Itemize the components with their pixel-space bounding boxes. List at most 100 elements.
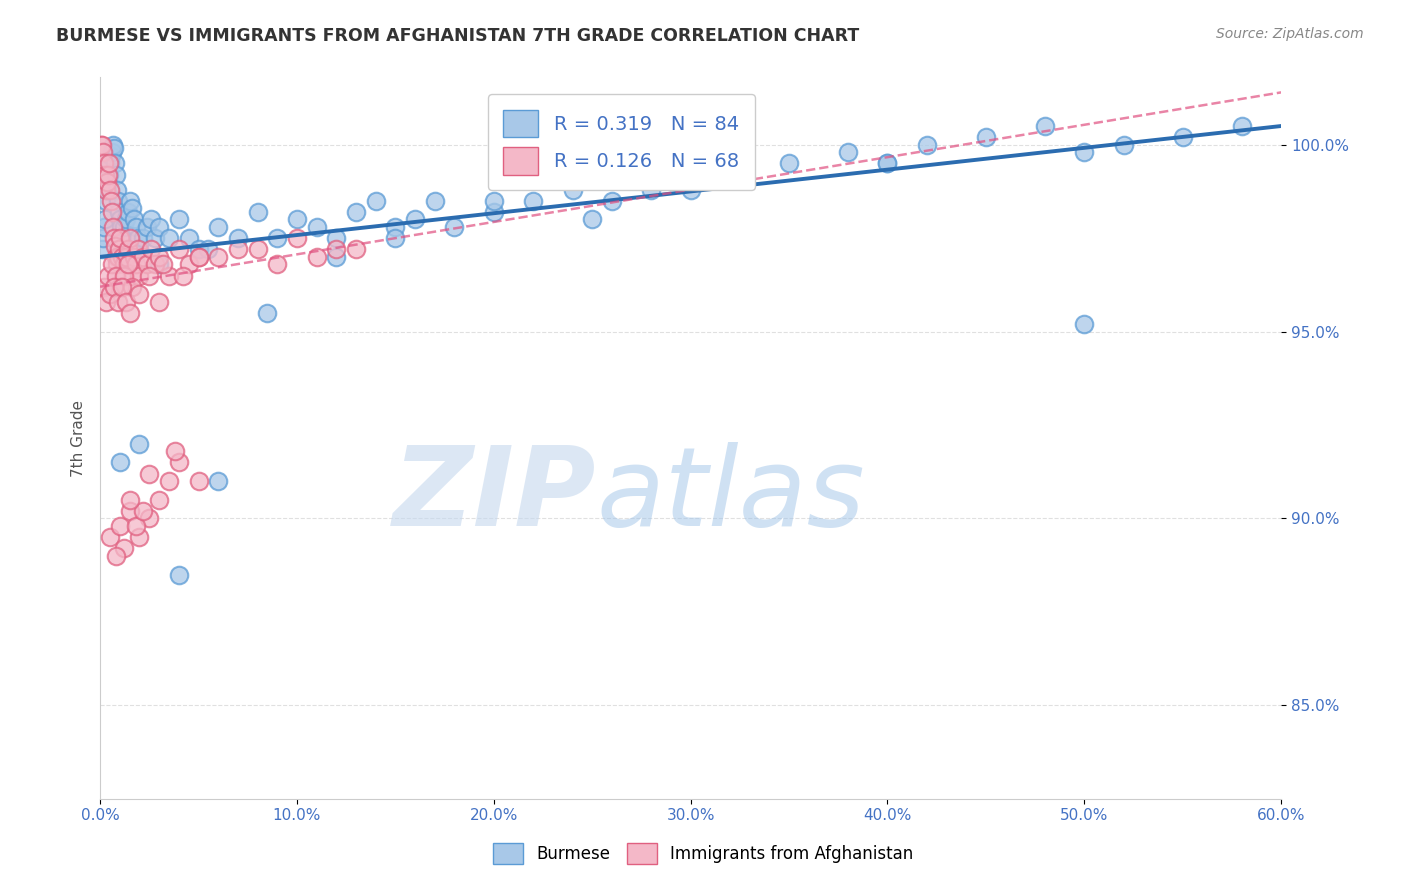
- Point: [561, 183, 583, 197]
- Point: [117, 257, 139, 271]
- Point: [152, 257, 174, 271]
- Point: [96, 175, 118, 189]
- Point: [101, 205, 124, 219]
- Point: [101, 257, 124, 271]
- Point: [93, 156, 115, 170]
- Point: [187, 250, 209, 264]
- Point: [197, 243, 219, 257]
- Point: [285, 231, 308, 245]
- Point: [91, 231, 114, 245]
- Point: [1112, 137, 1135, 152]
- Point: [325, 231, 347, 245]
- Point: [117, 205, 139, 219]
- Point: [132, 504, 155, 518]
- Point: [138, 467, 160, 481]
- Point: [172, 268, 194, 283]
- Point: [121, 279, 143, 293]
- Point: [114, 294, 136, 309]
- Point: [110, 219, 132, 234]
- Point: [96, 183, 118, 197]
- Point: [118, 194, 141, 208]
- Point: [163, 444, 186, 458]
- Text: ZIP: ZIP: [392, 442, 596, 549]
- Point: [124, 519, 146, 533]
- Point: [148, 219, 170, 234]
- Point: [325, 250, 347, 264]
- Point: [266, 231, 288, 245]
- Point: [157, 268, 180, 283]
- Point: [167, 243, 190, 257]
- Point: [876, 156, 898, 170]
- Point: [94, 294, 117, 309]
- Point: [974, 130, 997, 145]
- Point: [104, 168, 127, 182]
- Point: [138, 268, 160, 283]
- Point: [118, 306, 141, 320]
- Point: [600, 194, 623, 208]
- Point: [100, 149, 122, 163]
- Point: [108, 231, 131, 245]
- Point: [108, 243, 131, 257]
- Point: [124, 219, 146, 234]
- Point: [344, 243, 367, 257]
- Point: [122, 212, 145, 227]
- Point: [157, 231, 180, 245]
- Point: [132, 250, 155, 264]
- Point: [121, 201, 143, 215]
- Point: [91, 137, 114, 152]
- Text: atlas: atlas: [596, 442, 865, 549]
- Point: [143, 257, 166, 271]
- Point: [127, 231, 149, 245]
- Point: [1230, 119, 1253, 133]
- Point: [127, 243, 149, 257]
- Point: [207, 474, 229, 488]
- Point: [124, 257, 146, 271]
- Point: [141, 243, 163, 257]
- Point: [118, 504, 141, 518]
- Point: [285, 212, 308, 227]
- Point: [97, 175, 120, 189]
- Legend: R = 0.319   N = 84, R = 0.126   N = 68: R = 0.319 N = 84, R = 0.126 N = 68: [488, 95, 755, 190]
- Point: [104, 268, 127, 283]
- Point: [141, 212, 163, 227]
- Point: [128, 243, 150, 257]
- Point: [93, 279, 115, 293]
- Point: [101, 219, 124, 234]
- Point: [90, 137, 112, 152]
- Point: [226, 231, 249, 245]
- Point: [111, 279, 134, 293]
- Point: [364, 194, 387, 208]
- Point: [93, 219, 115, 234]
- Point: [101, 137, 124, 152]
- Point: [111, 250, 134, 264]
- Point: [100, 194, 122, 208]
- Point: [1073, 145, 1095, 160]
- Point: [108, 212, 131, 227]
- Point: [118, 492, 141, 507]
- Point: [105, 183, 128, 197]
- Point: [94, 168, 117, 182]
- Point: [148, 257, 170, 271]
- Point: [325, 243, 347, 257]
- Point: [136, 219, 159, 234]
- Point: [837, 145, 859, 160]
- Point: [1033, 119, 1056, 133]
- Point: [148, 250, 170, 264]
- Point: [1073, 317, 1095, 331]
- Point: [117, 243, 139, 257]
- Legend: Burmese, Immigrants from Afghanistan: Burmese, Immigrants from Afghanistan: [486, 837, 920, 871]
- Point: [94, 194, 117, 208]
- Point: [157, 474, 180, 488]
- Point: [384, 219, 406, 234]
- Point: [111, 231, 134, 245]
- Point: [107, 250, 129, 264]
- Point: [581, 212, 603, 227]
- Point: [112, 257, 135, 271]
- Point: [876, 156, 898, 170]
- Point: [104, 238, 127, 252]
- Point: [266, 257, 288, 271]
- Point: [384, 231, 406, 245]
- Point: [246, 243, 269, 257]
- Point: [778, 156, 800, 170]
- Point: [108, 205, 131, 219]
